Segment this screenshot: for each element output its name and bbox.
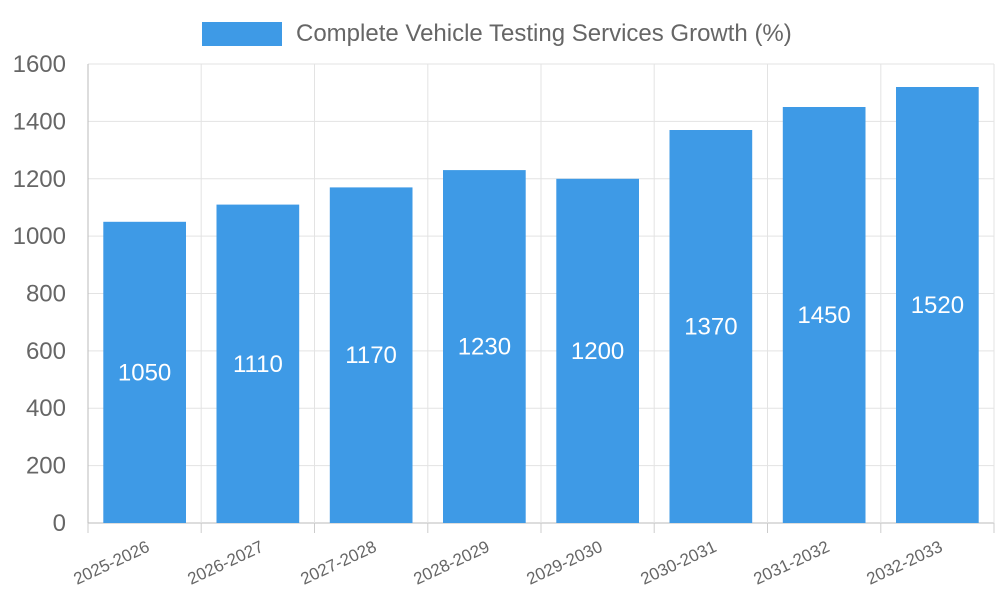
svg-text:800: 800 xyxy=(26,281,66,308)
svg-text:1200: 1200 xyxy=(13,166,66,193)
svg-text:1050: 1050 xyxy=(118,359,171,386)
svg-text:1170: 1170 xyxy=(345,342,397,369)
svg-text:400: 400 xyxy=(26,395,66,422)
svg-text:1600: 1600 xyxy=(13,51,66,78)
svg-text:1400: 1400 xyxy=(13,108,66,135)
svg-text:1230: 1230 xyxy=(458,334,511,361)
svg-text:200: 200 xyxy=(26,453,66,480)
svg-text:1450: 1450 xyxy=(797,302,850,329)
svg-text:1110: 1110 xyxy=(233,351,283,378)
svg-text:1520: 1520 xyxy=(911,292,964,319)
svg-text:1000: 1000 xyxy=(13,223,66,250)
svg-text:1200: 1200 xyxy=(571,338,624,365)
svg-text:0: 0 xyxy=(53,510,66,537)
svg-text:1370: 1370 xyxy=(684,314,737,341)
svg-text:600: 600 xyxy=(26,338,66,365)
